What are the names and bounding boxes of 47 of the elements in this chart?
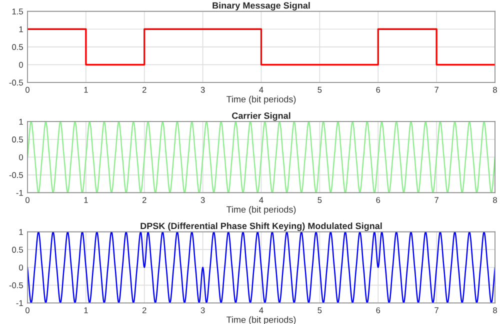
x-tick-label: 1 xyxy=(84,197,88,203)
x-tick-label: 0 xyxy=(26,86,30,93)
y-tick-label: 1 xyxy=(19,118,23,125)
y-tick-label: 1 xyxy=(19,229,23,235)
x-tick-label: 7 xyxy=(434,197,438,203)
x-tick-label: 3 xyxy=(200,86,205,93)
x-tick-label: 8 xyxy=(493,197,497,203)
x-tick-label: 6 xyxy=(376,197,380,203)
x-tick-label: 5 xyxy=(318,307,322,314)
x-tick-label: 1 xyxy=(84,86,88,93)
y-tick-label: 0 xyxy=(19,62,24,68)
x-tick-label: 8 xyxy=(493,307,497,314)
x-tick-label: 2 xyxy=(142,86,146,93)
x-tick-label: 3 xyxy=(200,307,205,314)
y-tick-label: 0.5 xyxy=(12,136,23,142)
y-tick-label: -0.5 xyxy=(9,80,23,86)
y-tick-label: -0.5 xyxy=(9,282,23,288)
y-tick-label: 0 xyxy=(19,264,24,270)
chart-title: DPSK (Differential Phase Shift Keying) Modulated Signal xyxy=(140,222,382,231)
chart-title: Carrier Signal xyxy=(232,112,290,121)
x-tick-label: 4 xyxy=(259,307,264,314)
x-tick-label: 0 xyxy=(26,197,30,203)
x-tick-label: 0 xyxy=(26,307,30,314)
x-tick-label: 1 xyxy=(84,307,88,314)
x-tick-label: 2 xyxy=(142,197,146,203)
x-tick-label: 6 xyxy=(376,307,380,314)
y-tick-label: 0 xyxy=(19,154,24,160)
x-tick-label: 3 xyxy=(200,197,205,203)
y-tick-label: -1 xyxy=(16,190,23,196)
x-tick-label: 2 xyxy=(142,307,146,314)
x-tick-label: 4 xyxy=(259,86,264,93)
chart-title: Binary Message Signal xyxy=(212,2,310,10)
x-tick-label: 6 xyxy=(376,86,380,93)
x-tick-label: 8 xyxy=(493,86,497,93)
x-tick-label: 5 xyxy=(318,86,322,93)
x-tick-label: 7 xyxy=(434,307,438,314)
y-tick-label: 1.5 xyxy=(12,8,23,14)
y-tick-label: -1 xyxy=(16,300,23,306)
y-tick-label: -0.5 xyxy=(9,172,23,178)
x-tick-label: 5 xyxy=(318,197,322,203)
y-tick-label: 0.5 xyxy=(12,44,23,50)
x-tick-label: 4 xyxy=(259,197,264,203)
y-tick-label: 0.5 xyxy=(12,246,23,253)
x-tick-label: 7 xyxy=(434,86,438,93)
x-axis-title: Time (bit periods) xyxy=(226,206,296,214)
y-tick-label: 1 xyxy=(19,26,23,32)
x-axis-title: Time (bit periods) xyxy=(226,96,296,104)
